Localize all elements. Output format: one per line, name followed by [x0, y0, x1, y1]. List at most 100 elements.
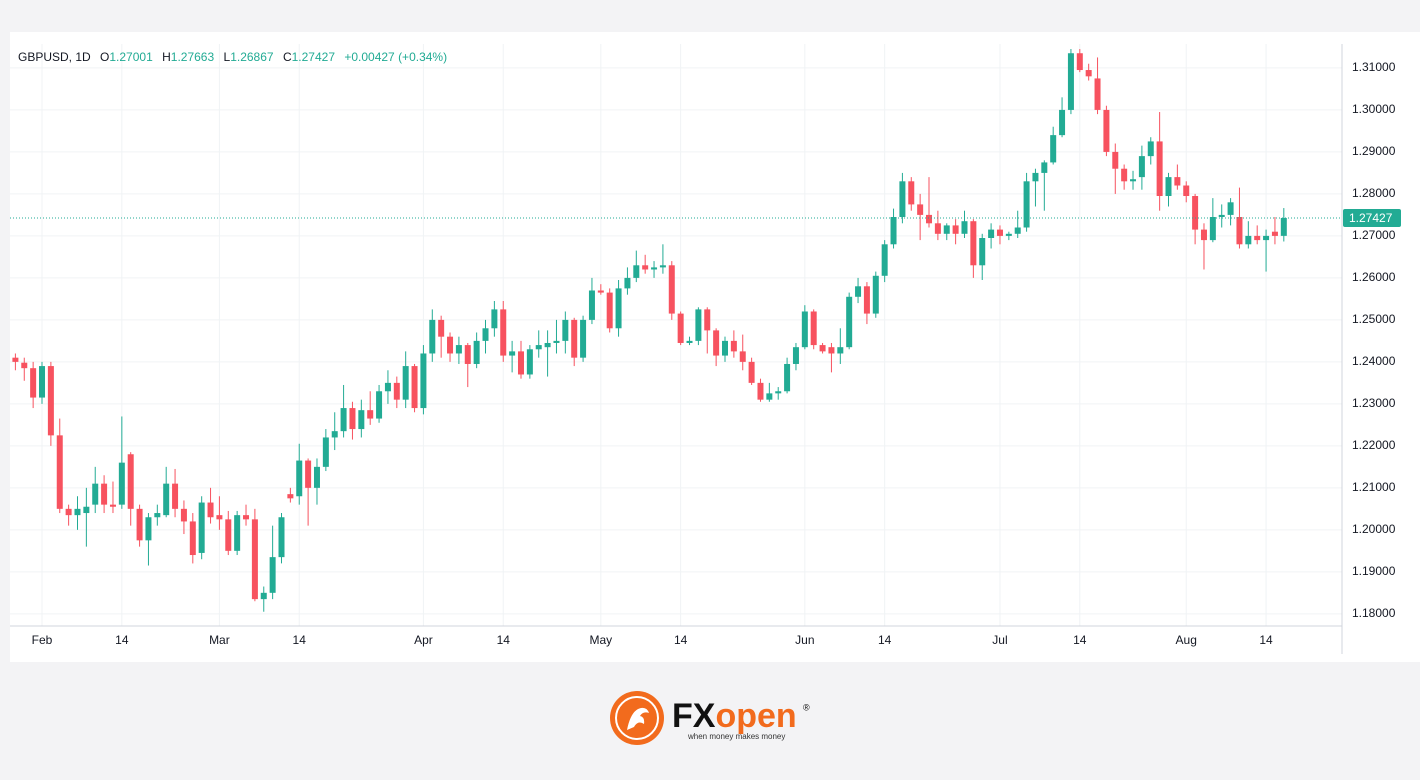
candle-body	[996, 229, 1003, 236]
candle-body	[739, 351, 746, 362]
y-tick-label: 1.28000	[1352, 186, 1396, 200]
candle-body	[216, 515, 223, 520]
candle-body	[313, 466, 320, 488]
candle-body	[1023, 181, 1030, 228]
candle-body	[1032, 172, 1039, 182]
candle-body	[74, 508, 81, 516]
candle-body	[890, 217, 897, 245]
candle-body	[580, 319, 587, 358]
candle-body	[225, 519, 232, 551]
low-label: L	[224, 50, 231, 64]
legend: GBPUSD, 1D O1.27001 H1.27663 L1.26867 C1…	[18, 50, 447, 64]
x-tick-label: May	[589, 633, 612, 647]
candle-body	[1209, 217, 1216, 241]
candle-body	[597, 290, 604, 293]
candle-body	[1254, 235, 1261, 241]
candle-body	[535, 345, 542, 350]
candle-body	[145, 517, 152, 541]
candle-body	[571, 319, 578, 358]
last-price-tag	[1343, 208, 1401, 227]
candle-body	[473, 340, 480, 364]
candle-body	[810, 311, 817, 346]
candle-body	[322, 437, 329, 467]
brand-open: open	[715, 697, 796, 735]
candle-body	[1271, 231, 1278, 236]
candle-body	[411, 366, 418, 409]
candle-body	[1236, 217, 1243, 245]
x-tick-label: 14	[878, 633, 892, 647]
candle-body	[39, 366, 46, 398]
brand: FXopen	[672, 697, 797, 735]
candle-body	[624, 277, 631, 289]
candle-body	[1174, 177, 1181, 186]
y-tick-label: 1.21000	[1352, 480, 1396, 494]
candle-body	[127, 454, 134, 509]
candle-body	[21, 362, 28, 369]
candle-body	[872, 275, 879, 314]
candle-body	[65, 508, 72, 516]
x-tick-label: Jul	[992, 633, 1007, 647]
plot-area	[10, 44, 1342, 626]
x-tick-label: 14	[115, 633, 129, 647]
candle-body	[1192, 196, 1199, 230]
candle-body	[1130, 179, 1137, 182]
candle-body	[1245, 235, 1252, 245]
candle-body	[455, 345, 462, 354]
candle-body	[154, 513, 161, 518]
candle-body	[1103, 109, 1110, 152]
open-label: O	[100, 50, 109, 64]
candle-body	[1067, 53, 1074, 110]
candle-body	[863, 286, 870, 314]
candle-body	[296, 460, 303, 497]
logo-icon-ring	[615, 696, 659, 740]
candle-body	[172, 483, 179, 509]
candle-body	[952, 225, 959, 234]
candle-body	[1280, 217, 1287, 236]
candle-body	[429, 319, 436, 354]
candle-body	[1014, 227, 1021, 234]
candle-body	[402, 366, 409, 400]
change: +0.00427 (+0.34%)	[344, 50, 447, 64]
candle-body	[1050, 135, 1057, 163]
candle-body	[792, 347, 799, 364]
candle-body	[730, 340, 737, 352]
y-tick-label: 1.26000	[1352, 270, 1396, 284]
candle-body	[92, 483, 99, 505]
candle-body	[704, 309, 711, 331]
symbol: GBPUSD, 1D	[18, 50, 91, 64]
y-tick-label: 1.25000	[1352, 312, 1396, 326]
candle-body	[1121, 168, 1128, 182]
candle-body	[189, 521, 196, 556]
candle-body	[562, 319, 569, 341]
y-tick-label: 1.24000	[1352, 354, 1396, 368]
candle-body	[588, 290, 595, 320]
y-tick-label: 1.27000	[1352, 228, 1396, 242]
candle-body	[695, 309, 702, 341]
candle-body	[376, 391, 383, 419]
logo-icon-mark	[627, 707, 649, 730]
candle-body	[1041, 162, 1048, 173]
candle-body	[1085, 70, 1092, 77]
candle-body	[748, 361, 755, 383]
x-tick-label: Feb	[32, 633, 53, 647]
candle-body	[1059, 109, 1066, 136]
candle-body	[784, 363, 791, 392]
candle-body	[668, 265, 675, 314]
y-tick-label: 1.31000	[1352, 60, 1396, 74]
candle-body	[243, 515, 250, 520]
candle-body	[1147, 141, 1154, 157]
candle-body	[358, 410, 365, 430]
candle-body	[757, 382, 764, 400]
candle-body	[251, 519, 258, 600]
candle-body	[615, 288, 622, 329]
candle-body	[1263, 235, 1270, 241]
candle-body	[722, 340, 728, 356]
low-value: 1.26867	[230, 50, 274, 64]
candle-body	[881, 244, 888, 276]
candle-body	[677, 313, 684, 343]
candle-body	[278, 517, 285, 558]
candle-body	[1094, 78, 1101, 110]
candle-body	[943, 225, 950, 234]
candle-body	[713, 330, 720, 356]
